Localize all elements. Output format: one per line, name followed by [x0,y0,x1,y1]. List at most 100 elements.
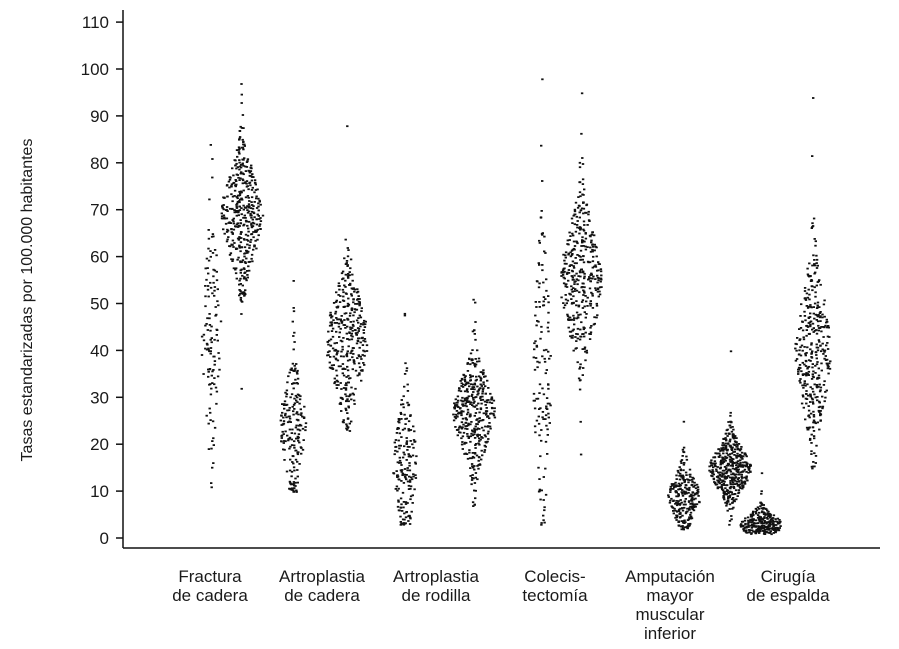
data-point [539,498,542,501]
data-point [207,370,210,373]
category-label-line: Artroplastia [393,567,480,586]
data-point [334,349,338,352]
data-point [342,355,345,358]
data-point [804,373,807,376]
data-point [738,483,742,486]
data-point [826,367,829,370]
data-point [579,328,582,331]
data-point [403,475,407,478]
data-point [817,409,820,412]
data-point [490,406,494,409]
data-point [280,435,283,437]
data-point [202,373,205,375]
data-point [729,464,732,467]
data-point [473,430,477,433]
data-point [239,219,242,221]
data-point [728,508,731,510]
data-point [818,340,821,343]
data-point [729,480,732,482]
data-point [467,437,470,439]
data-point [799,381,802,384]
data-point [286,421,290,424]
data-point [583,335,586,338]
data-point [759,527,763,529]
data-point [452,419,456,422]
data-point [742,529,746,532]
data-point [803,384,806,387]
data-point [409,414,412,416]
data-point [467,395,470,398]
data-point [811,375,815,378]
data-point [679,525,683,528]
data-point [460,385,463,387]
data-point [805,292,809,295]
data-point [241,114,245,116]
data-point [346,265,349,267]
data-point [534,340,537,343]
data-point [567,269,571,271]
data-point [581,258,584,261]
data-point [811,467,814,470]
data-point [473,406,477,408]
data-point [813,421,816,424]
data-point [344,327,347,329]
data-point [213,294,216,297]
data-point [362,332,366,334]
data-point [206,329,209,331]
data-point [587,210,590,213]
data-point [741,520,745,523]
data-point [813,263,816,265]
data-point [582,289,585,292]
data-point [474,443,478,445]
data-point [774,529,777,532]
data-point [299,446,303,449]
data-point [582,201,585,204]
data-point [295,437,298,440]
data-point [728,503,732,506]
data-point [686,510,689,513]
data-point [717,471,720,474]
data-point [470,479,474,481]
data-point [407,484,411,487]
data-point [725,452,728,455]
data-point [720,481,723,484]
data-point [674,509,677,512]
data-point [330,323,333,326]
data-point [236,194,240,197]
data-point [473,428,477,431]
data-point [733,477,736,479]
data-point [730,518,733,521]
data-point [696,486,700,488]
data-point [212,235,215,238]
data-point [481,392,484,395]
data-point [802,395,805,398]
data-point [361,344,365,346]
data-point [292,413,295,416]
data-point [352,298,355,301]
data-point [206,267,209,269]
data-point [723,493,726,496]
data-point [711,469,714,471]
data-point [302,439,305,441]
data-point [810,279,814,282]
data-point [476,423,479,426]
data-point [248,260,252,263]
data-point [240,207,243,209]
data-point [488,422,491,424]
data-point [581,163,585,165]
data-point [733,435,736,438]
data-point [688,486,691,489]
data-point [684,471,688,474]
data-point [328,324,332,327]
data-point [816,301,820,304]
data-point [681,509,685,512]
data-point [489,427,492,430]
data-point [677,508,681,511]
data-point [469,440,472,443]
data-point [587,278,591,280]
data-point [579,363,582,366]
data-point [464,452,467,455]
data-point [728,523,731,526]
data-point [241,293,245,295]
data-point [341,348,344,351]
